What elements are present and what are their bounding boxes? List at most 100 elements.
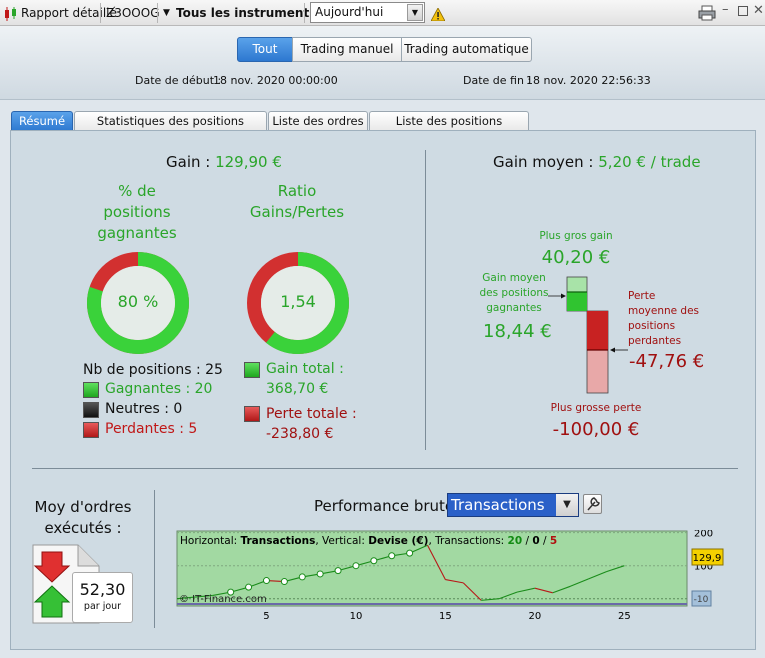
chart-point: [370, 557, 378, 565]
donut-win-ring: [247, 252, 349, 354]
toolbar: Rapport détaillé Z3OOOG ▼ Tous les instr…: [0, 0, 765, 26]
arrow-down-icon: [33, 551, 71, 583]
page-fold: [77, 545, 99, 567]
biggest-loss-value: -100,00 €: [552, 419, 640, 440]
dropdown-arrow-icon[interactable]: ▼: [163, 8, 170, 18]
chart-watermark: © IT-Finance.com: [179, 594, 267, 605]
avg-gain-value: 5,20 € / trade: [598, 153, 701, 171]
filter-all-button[interactable]: Tout: [237, 37, 293, 62]
orders-unit: par jour: [83, 601, 122, 612]
ratio-donut: [247, 252, 349, 354]
chart-line-segment: [588, 571, 607, 580]
warning-icon: [430, 6, 446, 25]
chart-points: [227, 549, 414, 596]
performance-select[interactable]: Transactions ▼: [447, 493, 579, 517]
candlestick-icon: [3, 6, 19, 21]
chart-point: [262, 577, 270, 585]
tab-closed-positions[interactable]: Liste des positions clôturées: [369, 111, 529, 146]
chart-line-segment: [534, 587, 553, 594]
chart-point: [406, 549, 414, 557]
chart-line-segment: [552, 585, 571, 594]
tab-orders[interactable]: Liste des ordres: [268, 111, 368, 131]
orders-value: 52,30: [79, 580, 126, 599]
toolbar-separator: [100, 3, 101, 23]
neutral-count: Neutres : 0: [105, 401, 183, 417]
neutral-swatch: [83, 402, 99, 418]
winners-count: Gagnantes : 20: [105, 381, 213, 397]
win-pct-value: 80 %: [117, 292, 159, 311]
last-value-badge: [691, 548, 724, 566]
chart-x-tick-label: 25: [618, 611, 631, 622]
donut-center: [261, 266, 335, 340]
chart-point: [245, 583, 253, 591]
orders-value-box: 52,30 par jour: [72, 572, 133, 623]
chart-x-ticks: 5 10 15 20 25: [263, 611, 630, 622]
chart-line-segment: [462, 582, 482, 601]
chart-line-segment: [176, 596, 195, 600]
print-icon[interactable]: [698, 5, 716, 25]
chart-point: [227, 588, 235, 596]
wrench-icon[interactable]: [583, 494, 602, 514]
performance-chart: 5 10 15 20 25 100 200 Horizontal: Transaction…: [176, 530, 724, 622]
gain-line: Gain : 129,90 €: [166, 153, 282, 171]
chart-line-segment: [516, 587, 536, 593]
min-value-badge: [691, 590, 712, 607]
end-date-label: Date de fin :: [463, 74, 532, 87]
period-value: Aujourd'hui: [315, 5, 384, 19]
chevron-down-icon[interactable]: ▼: [407, 4, 423, 21]
donut-center: [101, 266, 175, 340]
minimize-icon[interactable]: –: [722, 2, 729, 17]
chart-line-segment: [498, 591, 518, 600]
start-date-label: Date de début :: [135, 74, 222, 87]
maximize-icon[interactable]: [738, 6, 748, 16]
avg-win-label: Gain moyen des positions gagnantes: [479, 272, 549, 314]
ratio-title: Ratio Gains/Pertes: [249, 182, 345, 221]
tab-closed-stats[interactable]: Statistiques des positions clôturées: [74, 111, 267, 146]
chart-line-segment: [606, 565, 625, 573]
account-selector[interactable]: Z3OOOG: [106, 6, 160, 20]
gain-value: 129,90 €: [215, 153, 282, 171]
chart-line-segment: [445, 579, 464, 584]
close-icon[interactable]: ✕: [753, 3, 764, 18]
total-gain-value: 368,70 €: [266, 381, 329, 397]
total-loss-value: -238,80 €: [266, 426, 334, 442]
chart-x-tick-label: 20: [529, 611, 542, 622]
total-gain-swatch: [244, 362, 260, 378]
instruments-selector[interactable]: Tous les instruments: [176, 6, 317, 20]
avg-gain-fill: [567, 292, 587, 311]
total-gain-label: Gain total :: [266, 361, 344, 377]
losers-swatch: [83, 422, 99, 438]
chart-y-tick-label: 200: [694, 530, 713, 540]
chevron-down-icon[interactable]: ▼: [556, 494, 578, 516]
filter-auto-button[interactable]: Trading automatique: [401, 37, 532, 62]
gain-label: Gain :: [166, 153, 211, 171]
arrow-left-icon: [610, 347, 615, 353]
winners-swatch: [83, 382, 99, 398]
chart-point: [298, 573, 306, 581]
chart-x-tick-label: 5: [263, 611, 269, 622]
avg-win-value: 18,44 €: [483, 321, 552, 342]
win-pct-title: % de positions gagnantes: [97, 182, 177, 242]
period-select[interactable]: Aujourd'hui ▼: [310, 2, 425, 23]
gain-loss-range-bars: [548, 276, 628, 394]
toolbar-separator: [304, 3, 305, 23]
report-button[interactable]: Rapport détaillé: [21, 6, 117, 20]
chart-y-tick-label: 100: [694, 562, 713, 573]
filter-manual-button[interactable]: Trading manuel: [292, 37, 402, 62]
vertical-divider: [425, 150, 426, 450]
chart-line-segment: [194, 594, 213, 598]
chart-x-tick-label: 10: [350, 611, 363, 622]
donut-win-ring: [87, 252, 189, 354]
chart-point: [334, 567, 342, 575]
tab-resume[interactable]: Résumé: [11, 111, 73, 131]
chart-point: [352, 562, 360, 570]
biggest-gain-label: Plus gros gain: [539, 230, 613, 242]
chart-point: [280, 578, 288, 586]
arrow-right-icon: [561, 293, 566, 299]
total-loss-swatch: [244, 406, 260, 422]
filter-header: Tout Trading manuel Trading automatique …: [0, 26, 765, 100]
chart-x-tick-label: 15: [439, 611, 452, 622]
nb-positions: Nb de positions : 25: [83, 362, 223, 378]
biggest-gain-value: 40,20 €: [541, 247, 611, 268]
chart-grid: [177, 532, 687, 605]
